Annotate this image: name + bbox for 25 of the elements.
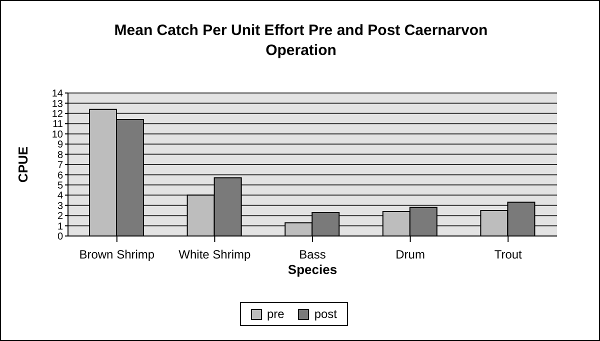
y-tick-label: 5 (57, 180, 64, 192)
y-axis-title: CPUE (16, 146, 31, 183)
x-tick-label: White Shrimp (178, 248, 252, 262)
y-tick-label: 0 (57, 232, 64, 243)
y-tick-label: 14 (52, 88, 64, 100)
legend-label: post (314, 307, 338, 321)
y-tick-label: 13 (52, 98, 64, 110)
y-tick-label: 10 (52, 129, 64, 140)
y-tick-label: 4 (57, 190, 64, 202)
y-tick-label: 2 (57, 211, 64, 222)
x-tick-label: Trout (494, 248, 523, 262)
y-tick-label: 7 (57, 160, 64, 172)
y-tick-label: 11 (52, 119, 64, 130)
y-tick-label: 3 (57, 200, 64, 212)
y-tick-label: 9 (57, 140, 64, 151)
y-tick-label: 8 (57, 150, 64, 161)
chart-title: Mean Catch Per Unit Effort Pre and Post Caernarvon Operation (113, 21, 489, 61)
x-tick-label: Brown Shrimp (79, 248, 155, 262)
y-tick-label: 12 (52, 108, 64, 120)
legend-label: pre (266, 307, 284, 321)
y-tick-label: 1 (57, 221, 64, 232)
x-tick-label: Bass (299, 248, 326, 262)
x-tick-label: Drum (396, 248, 425, 262)
y-tick-label: 6 (57, 170, 64, 182)
x-axis-title: Species (288, 262, 338, 277)
